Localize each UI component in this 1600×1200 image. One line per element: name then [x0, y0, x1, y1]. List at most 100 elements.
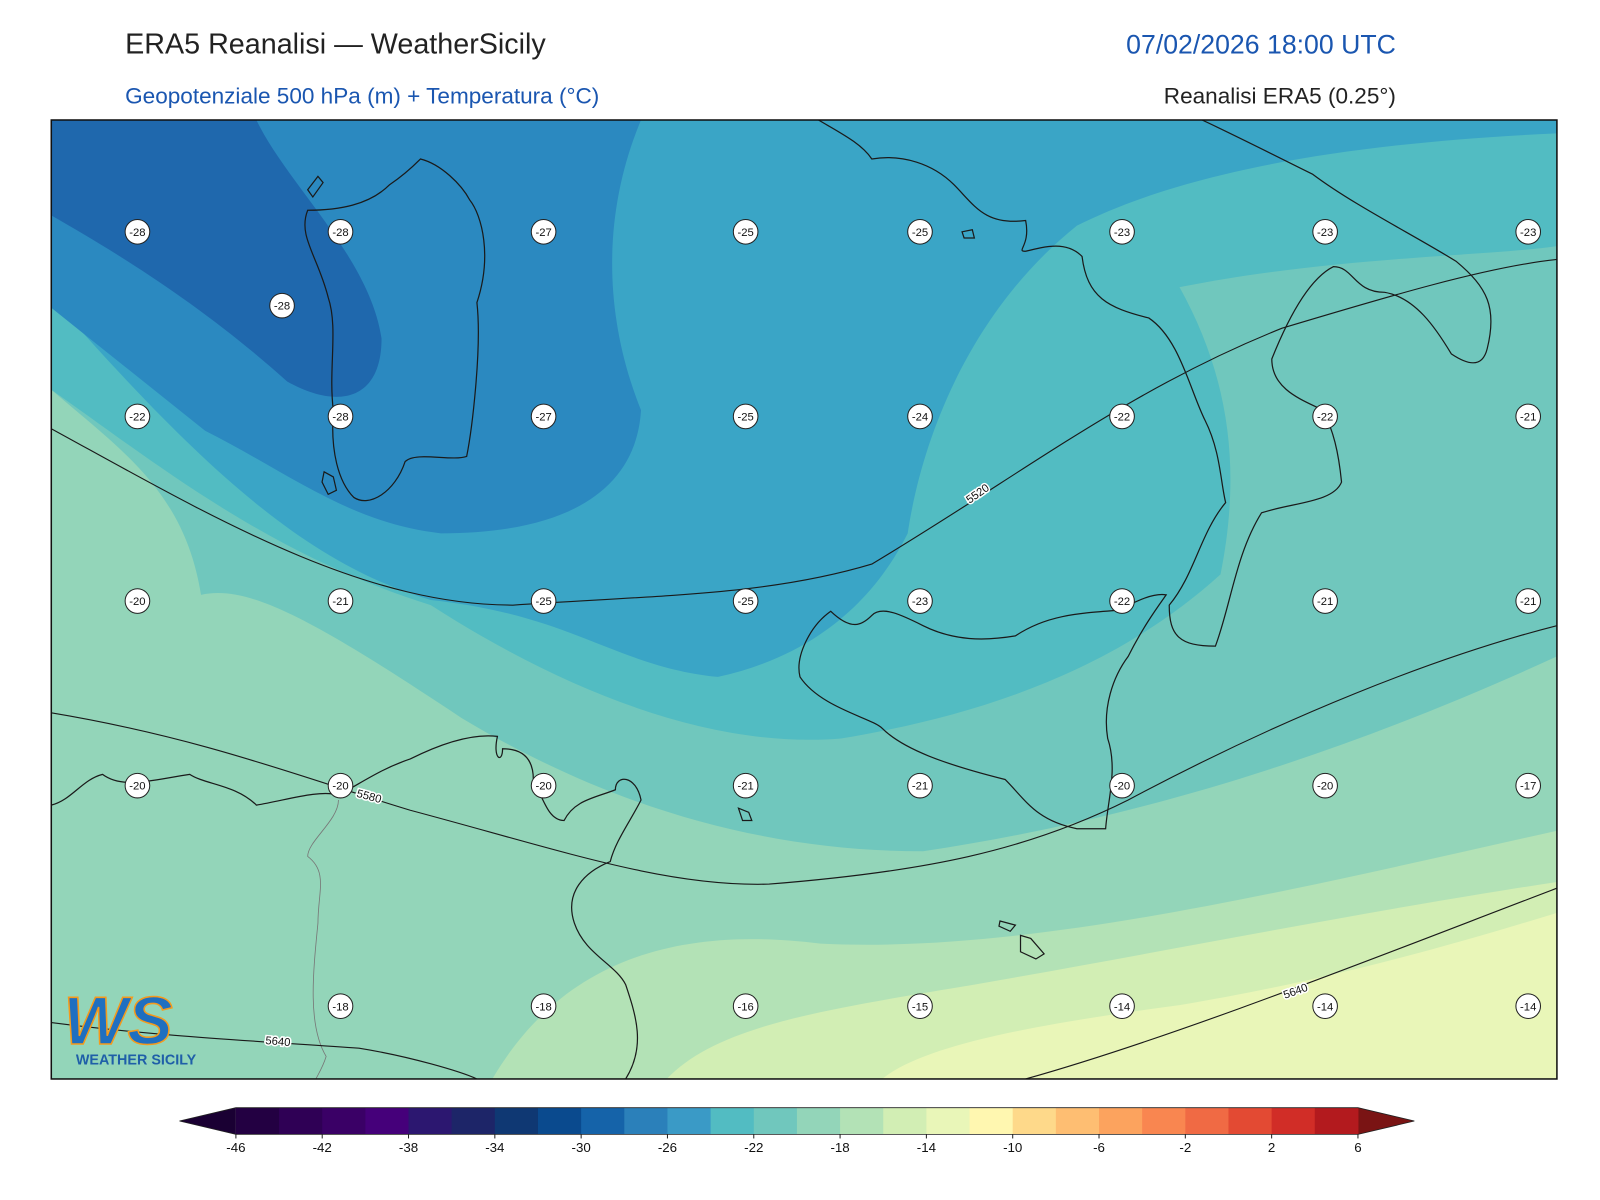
map: -28 -28 -27 -25 -25 -23 -23 -23 -22 -28 -27 -25 -24 -…: [51, 119, 1557, 1079]
label-circle: [1109, 993, 1135, 1019]
colorbar-bin: [1055, 1107, 1100, 1135]
temperature-label: -25: [732, 588, 759, 614]
label-text: -25: [737, 227, 753, 239]
label-text: -23: [1520, 227, 1536, 239]
temperature-label: -20: [124, 772, 151, 799]
isohypse: [1025, 887, 1557, 1079]
label-circle: [124, 772, 151, 799]
label-circle: [1515, 218, 1542, 245]
label-text: -22: [1114, 412, 1130, 424]
label-circle: [269, 292, 295, 319]
label-circle: [1109, 218, 1135, 245]
temperature-label: -20: [530, 772, 557, 799]
colorbar-tick-label: -18: [830, 1140, 849, 1155]
source: Reanalisi ERA5 (0.25°): [1164, 84, 1396, 109]
label-circle: [732, 772, 759, 799]
label-text: -20: [332, 781, 348, 793]
temperature-label: -25: [530, 588, 557, 614]
label-circle: [732, 588, 759, 614]
label-circle: [1515, 993, 1542, 1019]
colorbar-tick-label: -38: [399, 1140, 418, 1155]
temperature-label: -15: [907, 993, 933, 1019]
colorbar-bin: [279, 1107, 323, 1135]
temperature-label: -24: [907, 403, 933, 430]
label-circle: [732, 403, 759, 430]
logo-name: WEATHER SICILY: [76, 1053, 197, 1069]
temperature-label: -28: [269, 292, 295, 319]
temperature-label: -25: [907, 218, 933, 245]
isohypse: [51, 625, 1557, 885]
temperature-label: -22: [1109, 588, 1135, 614]
temperature-label: -14: [1109, 993, 1135, 1019]
label-circle: [1312, 993, 1338, 1019]
colorbar-bin: [537, 1107, 582, 1135]
label-circle: [1515, 403, 1542, 430]
label-text: -21: [1520, 596, 1536, 608]
logo: WS WEATHER SICILY: [63, 983, 197, 1069]
label-circle: [1109, 772, 1135, 799]
colorbar-bin: [451, 1107, 496, 1135]
colorbar-tick-label: 6: [1354, 1140, 1361, 1155]
colorbar-bin: [408, 1107, 453, 1135]
subtitle: Geopotenziale 500 hPa (m) + Temperatura …: [125, 84, 599, 109]
label-text: -14: [1317, 1001, 1333, 1013]
colorbar-bin: [1099, 1107, 1143, 1135]
temperature-label: -20: [327, 772, 354, 799]
colorbar-extension: [179, 1107, 236, 1135]
temperature-label: -23: [907, 588, 933, 614]
temperature-label: -27: [530, 218, 557, 245]
label-circle: [530, 403, 557, 430]
colorbar-bin: [1012, 1107, 1057, 1135]
colorbar-extension: [1357, 1107, 1415, 1135]
colorbar-tick-label: -34: [485, 1140, 505, 1155]
label-text: -16: [737, 1001, 753, 1013]
label-circle: [327, 588, 354, 614]
logo-mark: WS: [64, 984, 173, 1059]
datetime: 07/02/2026 18:00 UTC: [1126, 29, 1396, 59]
map-frame: [50, 119, 1558, 1080]
label-text: -25: [535, 596, 551, 608]
temperature-label: -23: [1515, 218, 1542, 245]
label-text: -23: [912, 596, 928, 608]
isohypse: [51, 1022, 478, 1079]
colorbar-bin: [322, 1107, 366, 1135]
label-circle: [907, 403, 933, 430]
temperature-label: -22: [1312, 403, 1338, 430]
temperature-label: -22: [1109, 403, 1135, 430]
label-circle: [732, 993, 759, 1019]
temperature-label: -20: [1312, 772, 1338, 799]
label-text: -27: [535, 412, 551, 424]
temperature-label: -20: [124, 588, 151, 614]
temperature-label: -21: [907, 772, 933, 799]
label-circle: [907, 218, 933, 245]
temperature-label: -14: [1515, 993, 1542, 1019]
isohypse: [51, 258, 1557, 606]
label-circle: [530, 588, 557, 614]
coastline: [51, 735, 642, 1079]
label-text: -22: [129, 412, 145, 424]
label-circle: [732, 218, 759, 245]
temperature-label: -21: [1312, 588, 1338, 614]
colorbar-bin: [926, 1107, 971, 1135]
temperature-label: -25: [732, 403, 759, 430]
label-text: -17: [1520, 781, 1536, 793]
label-text: -21: [1317, 596, 1333, 608]
colorbar-tick-label: 2: [1268, 1140, 1275, 1155]
colorbar-bin: [1185, 1107, 1229, 1135]
label-circle: [124, 403, 151, 430]
temperature-label: -23: [1109, 218, 1135, 245]
colorbar-bin: [1228, 1107, 1273, 1135]
label-text: -20: [1317, 781, 1333, 793]
colorbar-bin: [1142, 1107, 1186, 1135]
label-text: -20: [129, 781, 145, 793]
map-labels: -28 -28 -27 -25 -25 -23 -23 -23 -22 -28 -27 -25 -24 -…: [124, 218, 1542, 1051]
label-circle: [124, 588, 151, 614]
label-circle: [1515, 588, 1542, 614]
label-circle: [124, 218, 151, 245]
temperature-label: -23: [1312, 218, 1338, 245]
label-text: -28: [332, 227, 348, 239]
temperature-label: -18: [530, 993, 557, 1019]
label-circle: [1312, 588, 1338, 614]
